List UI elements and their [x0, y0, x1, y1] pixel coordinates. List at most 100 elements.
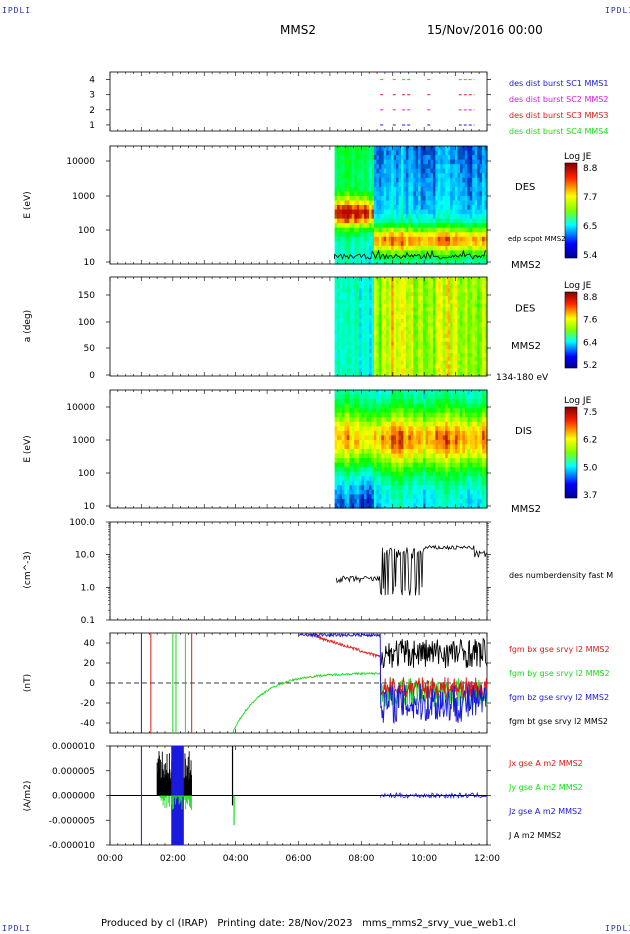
dis-energy-spectrogram	[334, 390, 488, 509]
des-energy-colorbar-title: Log JE	[564, 152, 592, 162]
y-tick-label: -0.000005	[49, 816, 95, 826]
y-tick-label: 50	[84, 344, 96, 354]
jz-series-line	[379, 791, 487, 800]
y-tick-label: 0.000005	[52, 767, 95, 777]
des-pad-colorbar-tick: 5.2	[583, 361, 597, 371]
x-tick-label: 08:00	[348, 854, 374, 864]
des-pad-colorbar-title: Log JE	[564, 281, 592, 291]
field-legend-3: fgm bz gse srvy l2 MMS2	[509, 693, 609, 702]
field-legend-4: fgm bt gse srvy l2 MMS2	[509, 717, 608, 726]
footer: Produced by cl (IRAP) Printing date: 28/…	[101, 918, 516, 929]
x-tick-label: 12:00	[474, 854, 500, 864]
bt-series-line	[380, 637, 488, 669]
field-ylabel: (nT)	[23, 674, 33, 692]
y-tick-label: 0	[89, 679, 95, 689]
energy-band-label: 134-180 eV	[496, 373, 549, 383]
des-pad-colorbar-tick: 8.8	[583, 293, 598, 303]
current-legend-3: Jz gse A m2 MMS2	[508, 807, 582, 816]
y-tick-label: 150	[78, 291, 95, 301]
density-legend: des numberdensity fast M	[509, 571, 613, 580]
legend-burst-2: des dist burst SC2 MMS2	[509, 95, 608, 104]
legend-burst-1: des dist burst SC1 MMS1	[509, 79, 608, 88]
y-tick-label: 100.0	[69, 518, 95, 528]
y-tick-label: 1	[89, 121, 95, 131]
dis-energy-sc: MMS2	[511, 504, 541, 515]
density-series-line	[335, 544, 488, 596]
y-tick-label: 1000	[72, 436, 95, 446]
des-pad-sc: MMS2	[511, 341, 541, 352]
logo-bottom-left: IPDLI	[2, 924, 32, 933]
dis-energy-colorbar-tick: 3.7	[583, 491, 597, 501]
dis-energy-colorbar-tick: 6.2	[583, 436, 597, 446]
des-energy-colorbar	[564, 162, 578, 259]
y-tick-label: 10	[84, 502, 96, 512]
burst-panel-frame	[109, 71, 488, 132]
density-ylabel: (cm^-3)	[23, 551, 33, 588]
y-tick-label: 4	[89, 76, 95, 86]
y-tick-label: 0.000000	[52, 792, 95, 802]
footer-produced: Produced by cl (IRAP)	[101, 918, 208, 929]
des-energy-ylabel: E (eV)	[23, 191, 33, 218]
des-energy-colorbar-tick: 7.7	[583, 193, 597, 203]
current-ylabel: (A/m2)	[23, 781, 33, 812]
y-tick-label: 1000	[72, 192, 95, 202]
y-tick-label: -40	[80, 719, 95, 729]
footer-file: mms_mms2_srvy_vue_web1.cl	[362, 918, 516, 929]
des-energy-label: DES	[515, 182, 535, 193]
logo-top-left: IPDLI	[2, 6, 32, 15]
field-legend-2: fgm by gse srvy l2 MMS2	[509, 669, 610, 678]
des-energy-sc: MMS2	[511, 260, 541, 271]
y-tick-label: 100	[78, 226, 95, 236]
dis-energy-colorbar-tick: 7.5	[583, 408, 597, 418]
current-legend-4: J A m2 MMS2	[508, 831, 561, 840]
scpot-trace	[334, 249, 486, 261]
spacecraft-title: MMS2	[280, 23, 316, 37]
density-panel-frame	[109, 521, 488, 621]
y-tick-label: 10000	[66, 403, 95, 413]
x-tick-label: 04:00	[223, 854, 249, 864]
y-tick-label: 0	[89, 371, 95, 381]
logo-bottom-right: IPDLI	[605, 924, 630, 933]
des-pad-colorbar	[564, 291, 578, 369]
y-tick-label: 10	[84, 258, 96, 268]
legend-burst-4: des dist burst SC4 MMS4	[509, 127, 608, 136]
y-tick-label: 100	[78, 469, 95, 479]
dis-energy-colorbar-tick: 5.0	[583, 463, 598, 473]
dis-energy-colorbar	[564, 406, 578, 499]
logo-top-right: IPDLI	[605, 6, 630, 15]
x-tick-label: 06:00	[286, 854, 312, 864]
x-tick-label: 00:00	[97, 854, 123, 864]
des-energy-colorbar-tick: 5.4	[583, 251, 598, 261]
des-pad-spectrogram	[334, 277, 488, 377]
bz-series-line	[298, 632, 488, 725]
dis-energy-colorbar-title: Log JE	[564, 396, 592, 406]
y-tick-label: 3	[89, 91, 95, 101]
x-tick-label: 10:00	[411, 854, 437, 864]
current-legend-1: Jx gse A m2 MMS2	[508, 759, 583, 768]
dis-energy-ylabel: E (eV)	[23, 435, 33, 462]
y-tick-label: 2	[89, 106, 95, 116]
footer-date: Printing date: 28/Nov/2023	[217, 918, 353, 929]
des-pad-colorbar-tick: 7.6	[583, 316, 598, 326]
y-tick-label: 10000	[66, 157, 95, 167]
x-tick-label: 02:00	[160, 854, 186, 864]
field-legend-1: fgm bx gse srvy l2 MMS2	[509, 645, 610, 654]
scpot-overlay-label: edp scpot MMS2	[508, 235, 566, 243]
legend-burst-3: des dist burst SC3 MMS3	[509, 111, 608, 120]
des-pad-label: DES	[515, 304, 535, 315]
y-tick-label: 1.0	[81, 583, 96, 593]
y-tick-label: 0.000010	[52, 742, 95, 752]
des-pad-colorbar-tick: 6.4	[583, 338, 598, 348]
bx-series-line	[305, 632, 488, 700]
date-title: 15/Nov/2016 00:00	[427, 23, 543, 37]
y-tick-label: -0.000010	[49, 841, 95, 851]
y-tick-label: 20	[84, 659, 96, 669]
current-legend-2: Jy gse A m2 MMS2	[508, 783, 583, 792]
y-tick-label: 10.0	[75, 551, 95, 561]
des-energy-colorbar-tick: 6.5	[583, 222, 597, 232]
dis-energy-label: DIS	[515, 426, 532, 437]
des-pad-ylabel: a (deg)	[23, 310, 33, 342]
des-energy-spectrogram	[334, 146, 488, 265]
des-energy-colorbar-tick: 8.8	[583, 164, 598, 174]
